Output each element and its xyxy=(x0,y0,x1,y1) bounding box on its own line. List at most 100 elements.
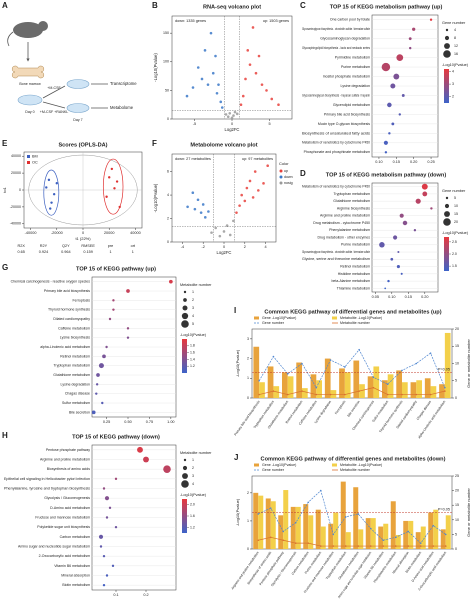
bar xyxy=(339,368,345,398)
dot xyxy=(390,257,394,261)
bar xyxy=(403,520,409,549)
x-tick-label: 0.50 xyxy=(124,420,131,424)
plot-frame xyxy=(171,153,277,243)
category-label: Glutathione metabolism xyxy=(333,199,370,203)
legend-swatch xyxy=(27,161,30,164)
size-legend-dot xyxy=(181,480,189,488)
bar xyxy=(344,372,351,398)
size-legend-dot xyxy=(445,196,449,200)
bar xyxy=(270,501,276,549)
legend-swatch xyxy=(279,175,283,179)
metric-name: pre xyxy=(108,244,114,248)
dot xyxy=(397,251,400,254)
metric-value: 0.159 xyxy=(83,250,93,254)
line-point xyxy=(444,545,447,547)
y-tick-label: 25 xyxy=(455,474,459,478)
bar xyxy=(267,366,274,398)
chart-title: TOP 15 of KEGG pathway (up) xyxy=(76,266,156,272)
line-point xyxy=(301,390,303,392)
line xyxy=(258,536,446,547)
x-tick-label: 1.00 xyxy=(167,420,174,424)
line-point xyxy=(415,362,418,365)
dish-0 xyxy=(17,94,43,106)
dish-2 xyxy=(66,103,90,113)
point xyxy=(235,211,238,214)
bar xyxy=(440,529,446,549)
category-label: One carbon pool by folate xyxy=(330,18,370,22)
point xyxy=(214,226,217,230)
dot xyxy=(408,37,412,41)
y-tick-label: 0 xyxy=(455,547,457,551)
legend-label: Gene -Log10(Pvalue) xyxy=(262,463,296,467)
legend-label: down xyxy=(284,175,293,179)
color-bar xyxy=(444,237,449,271)
category-label: Phenylalanine, tyrosine and tryptophan b… xyxy=(4,486,90,490)
bar xyxy=(316,380,322,398)
line-point xyxy=(419,542,422,544)
y-tick-label: 150 xyxy=(163,31,169,35)
point xyxy=(260,83,264,86)
category-label: Arginine biosynthesis xyxy=(337,206,370,210)
dot xyxy=(137,446,143,453)
dot xyxy=(114,525,118,529)
point xyxy=(209,31,213,35)
size-legend-label: 10 xyxy=(454,204,458,208)
category-label: Glycolysis / Gluconeogenesis xyxy=(44,496,90,500)
point xyxy=(228,111,232,115)
metric-value: 0.924 xyxy=(39,250,49,254)
point xyxy=(251,26,255,29)
bar xyxy=(402,382,408,398)
point xyxy=(186,205,189,209)
category-label: Biosynthesis of unsaturated fatty acids xyxy=(302,131,370,135)
line-point xyxy=(307,542,310,544)
color-tick-label: 2 xyxy=(452,95,454,99)
x-tick-label: 2 xyxy=(244,245,246,249)
point xyxy=(248,179,252,183)
category-label: Amino sugar and nucleotide sugar metabol… xyxy=(18,544,90,548)
color-tick-label: 1.4 xyxy=(190,357,195,361)
x-axis-label: Log2FC xyxy=(217,250,232,255)
line-point xyxy=(358,390,360,392)
line-point xyxy=(258,393,260,396)
point xyxy=(193,207,197,211)
bar xyxy=(287,376,294,398)
color-tick-label: 1.6 xyxy=(190,351,195,355)
color-tick-label: 1.2 xyxy=(190,364,195,368)
dot xyxy=(108,506,112,510)
dot xyxy=(396,265,400,269)
y-tick-label: 0 xyxy=(455,396,457,400)
color-tick-label: 1.8 xyxy=(190,344,195,348)
x-tick-label: 0.2 xyxy=(143,593,148,597)
line-point xyxy=(357,513,360,515)
bar xyxy=(416,380,422,398)
dot xyxy=(429,18,433,21)
bar xyxy=(308,515,314,549)
x-tick-label: 0.15 xyxy=(393,160,400,164)
point xyxy=(224,113,228,116)
x-tick-label: 20000 xyxy=(104,231,115,235)
up-label: up: 97 metabolites xyxy=(242,157,273,161)
x-tick-label: Phenylalanine metabolism xyxy=(373,550,398,583)
point xyxy=(233,110,237,114)
point xyxy=(113,187,116,190)
line-point xyxy=(419,545,422,547)
size-legend-label: 1 xyxy=(192,458,194,462)
line-point xyxy=(315,386,318,389)
bar xyxy=(265,498,271,549)
y-tick-label: 10 xyxy=(455,361,459,365)
x-tick-label: 0.75 xyxy=(146,420,153,424)
dot xyxy=(102,354,106,359)
legend-label: Metabolite number xyxy=(340,468,371,472)
point xyxy=(251,196,255,199)
category-label: 2-Oxocarboxylic acid metabolism xyxy=(39,554,90,558)
metric-value: 0.65 xyxy=(17,250,24,254)
category-label: Caffeine metabolism xyxy=(58,326,90,330)
dot xyxy=(101,401,104,405)
x-tick-label: 0.15 xyxy=(405,295,412,299)
metric-name: R2Y xyxy=(40,244,48,248)
y-tick-label: -20000 xyxy=(10,205,21,209)
y-tick-label: 2 xyxy=(247,491,249,495)
bar xyxy=(333,512,339,549)
x-tick-label: 5 xyxy=(268,122,270,126)
point xyxy=(257,54,261,58)
